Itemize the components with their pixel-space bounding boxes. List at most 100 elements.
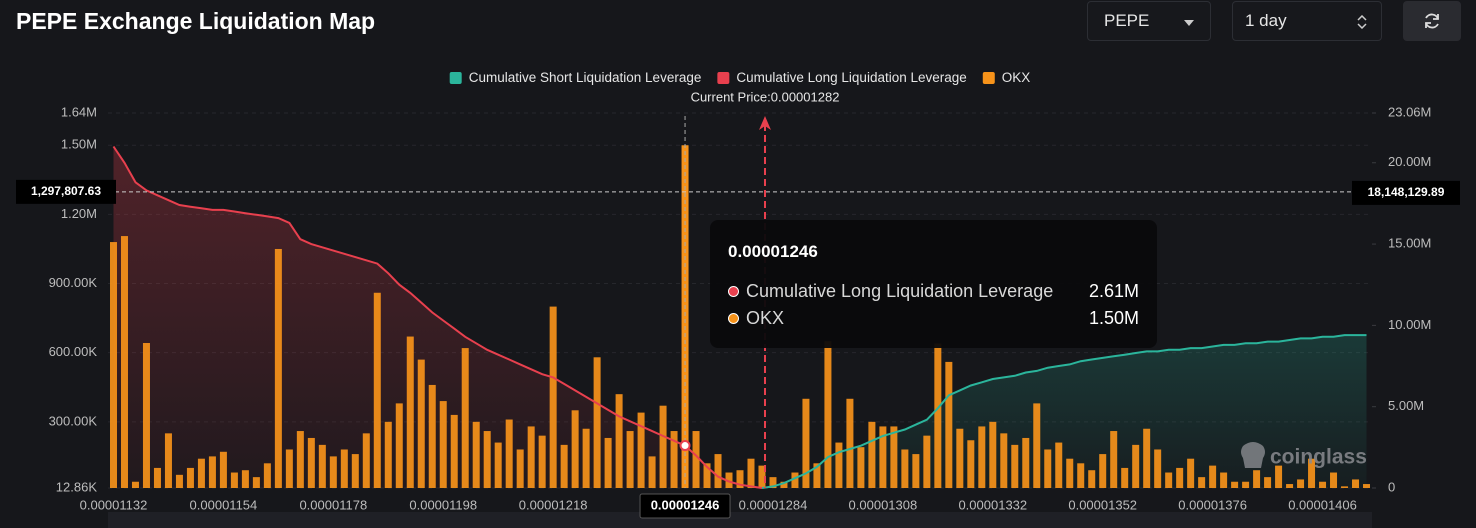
bar — [1363, 484, 1371, 488]
refresh-button[interactable] — [1403, 1, 1461, 41]
bar — [670, 431, 678, 488]
bar — [978, 426, 986, 488]
bar — [296, 431, 304, 488]
bar — [560, 444, 568, 488]
current-price-label: Current Price:0.00001282 — [691, 89, 840, 104]
bar — [901, 449, 909, 488]
bar — [186, 467, 194, 488]
bar — [527, 426, 535, 488]
bar — [142, 343, 150, 488]
tooltip-value: 1.50M — [1088, 308, 1139, 328]
legend-swatch — [982, 72, 995, 84]
x-tick-label: 0.00001218 — [519, 497, 588, 512]
bar — [692, 431, 700, 488]
interval-select[interactable]: 1 day — [1232, 1, 1382, 41]
tooltip-label: Cumulative Long Liquidation Leverage — [746, 281, 1054, 301]
bar — [725, 472, 733, 488]
bar — [989, 421, 997, 488]
bar — [945, 361, 953, 488]
y2-tick-label: 20.00M — [1388, 154, 1431, 169]
watermark: coinglass — [1270, 446, 1367, 469]
bar — [362, 433, 370, 488]
bar — [1264, 477, 1272, 488]
bar — [340, 449, 348, 488]
bar — [230, 472, 238, 488]
bar — [219, 451, 227, 488]
x-hover-label: 0.00001246 — [651, 497, 720, 512]
bar — [384, 421, 392, 488]
symbol-select[interactable]: PEPE — [1087, 1, 1211, 41]
bar — [1319, 481, 1327, 488]
legend: Cumulative Short Liquidation Leverage Cum… — [449, 70, 1031, 85]
bar — [1286, 484, 1294, 488]
bar — [681, 145, 689, 488]
legend-swatch — [449, 72, 462, 84]
bar — [846, 398, 854, 488]
watermark-icon — [1241, 442, 1265, 468]
bar — [538, 435, 546, 488]
bar — [791, 472, 799, 488]
x-tick-label: 0.00001308 — [849, 497, 918, 512]
bar — [835, 442, 843, 488]
bar — [1000, 433, 1008, 488]
interval-value: 1 day — [1245, 11, 1287, 30]
y-tick-label: 300.00K — [49, 413, 98, 428]
bar — [483, 431, 491, 488]
bar — [285, 449, 293, 488]
bar — [648, 456, 656, 488]
bar — [1209, 465, 1217, 488]
bar — [1341, 486, 1349, 488]
bar — [879, 426, 887, 488]
bar — [703, 463, 711, 488]
x-tick-label: 0.00001154 — [190, 497, 258, 512]
bar — [890, 426, 898, 488]
bar — [516, 449, 524, 488]
bar — [1308, 458, 1316, 488]
bar — [1088, 470, 1096, 488]
dropdown-caret — [1184, 20, 1194, 26]
y-tick-label: 1.50M — [61, 137, 97, 152]
legend-label: Cumulative Long Liquidation Leverage — [736, 70, 966, 85]
bar — [395, 403, 403, 488]
bar — [1198, 477, 1206, 488]
bar — [494, 442, 502, 488]
x-tick-label: 0.00001198 — [409, 497, 477, 512]
bar — [1077, 463, 1085, 488]
bar — [769, 477, 777, 488]
x-tick-label: 0.00001284 — [739, 497, 808, 512]
bar — [714, 454, 722, 488]
bar — [1011, 444, 1019, 488]
bar — [252, 477, 260, 488]
bar — [571, 410, 579, 488]
scroll-track[interactable] — [108, 512, 1372, 528]
hover-point — [679, 440, 691, 452]
bar — [241, 470, 249, 488]
x-hover-box — [639, 493, 731, 519]
y-tick-label: 1.64M — [61, 104, 97, 119]
bar — [593, 357, 601, 488]
tooltip-dot — [728, 313, 739, 324]
y2-tick-label: 5.00M — [1388, 398, 1424, 413]
bar — [1275, 465, 1283, 488]
legend-label: OKX — [1002, 70, 1031, 85]
bar — [1253, 470, 1261, 488]
bar — [1220, 472, 1228, 488]
bar — [373, 292, 381, 488]
bar — [637, 412, 645, 488]
bar — [472, 421, 480, 488]
tooltip-label: OKX — [746, 308, 785, 328]
symbol-value: PEPE — [1104, 11, 1150, 30]
bar — [318, 444, 326, 488]
bar — [263, 463, 271, 488]
bar — [857, 447, 865, 488]
crosshair-label: 18,148,129.89 — [1368, 185, 1445, 199]
x-tick-label: 0.00001178 — [299, 497, 367, 512]
bar — [175, 474, 183, 488]
bar — [582, 428, 590, 488]
legend-swatch — [717, 72, 730, 84]
x-tick-label: 0.00001332 — [958, 497, 1027, 512]
y-tick-label: 12.86K — [56, 479, 98, 494]
bar — [1033, 403, 1041, 488]
